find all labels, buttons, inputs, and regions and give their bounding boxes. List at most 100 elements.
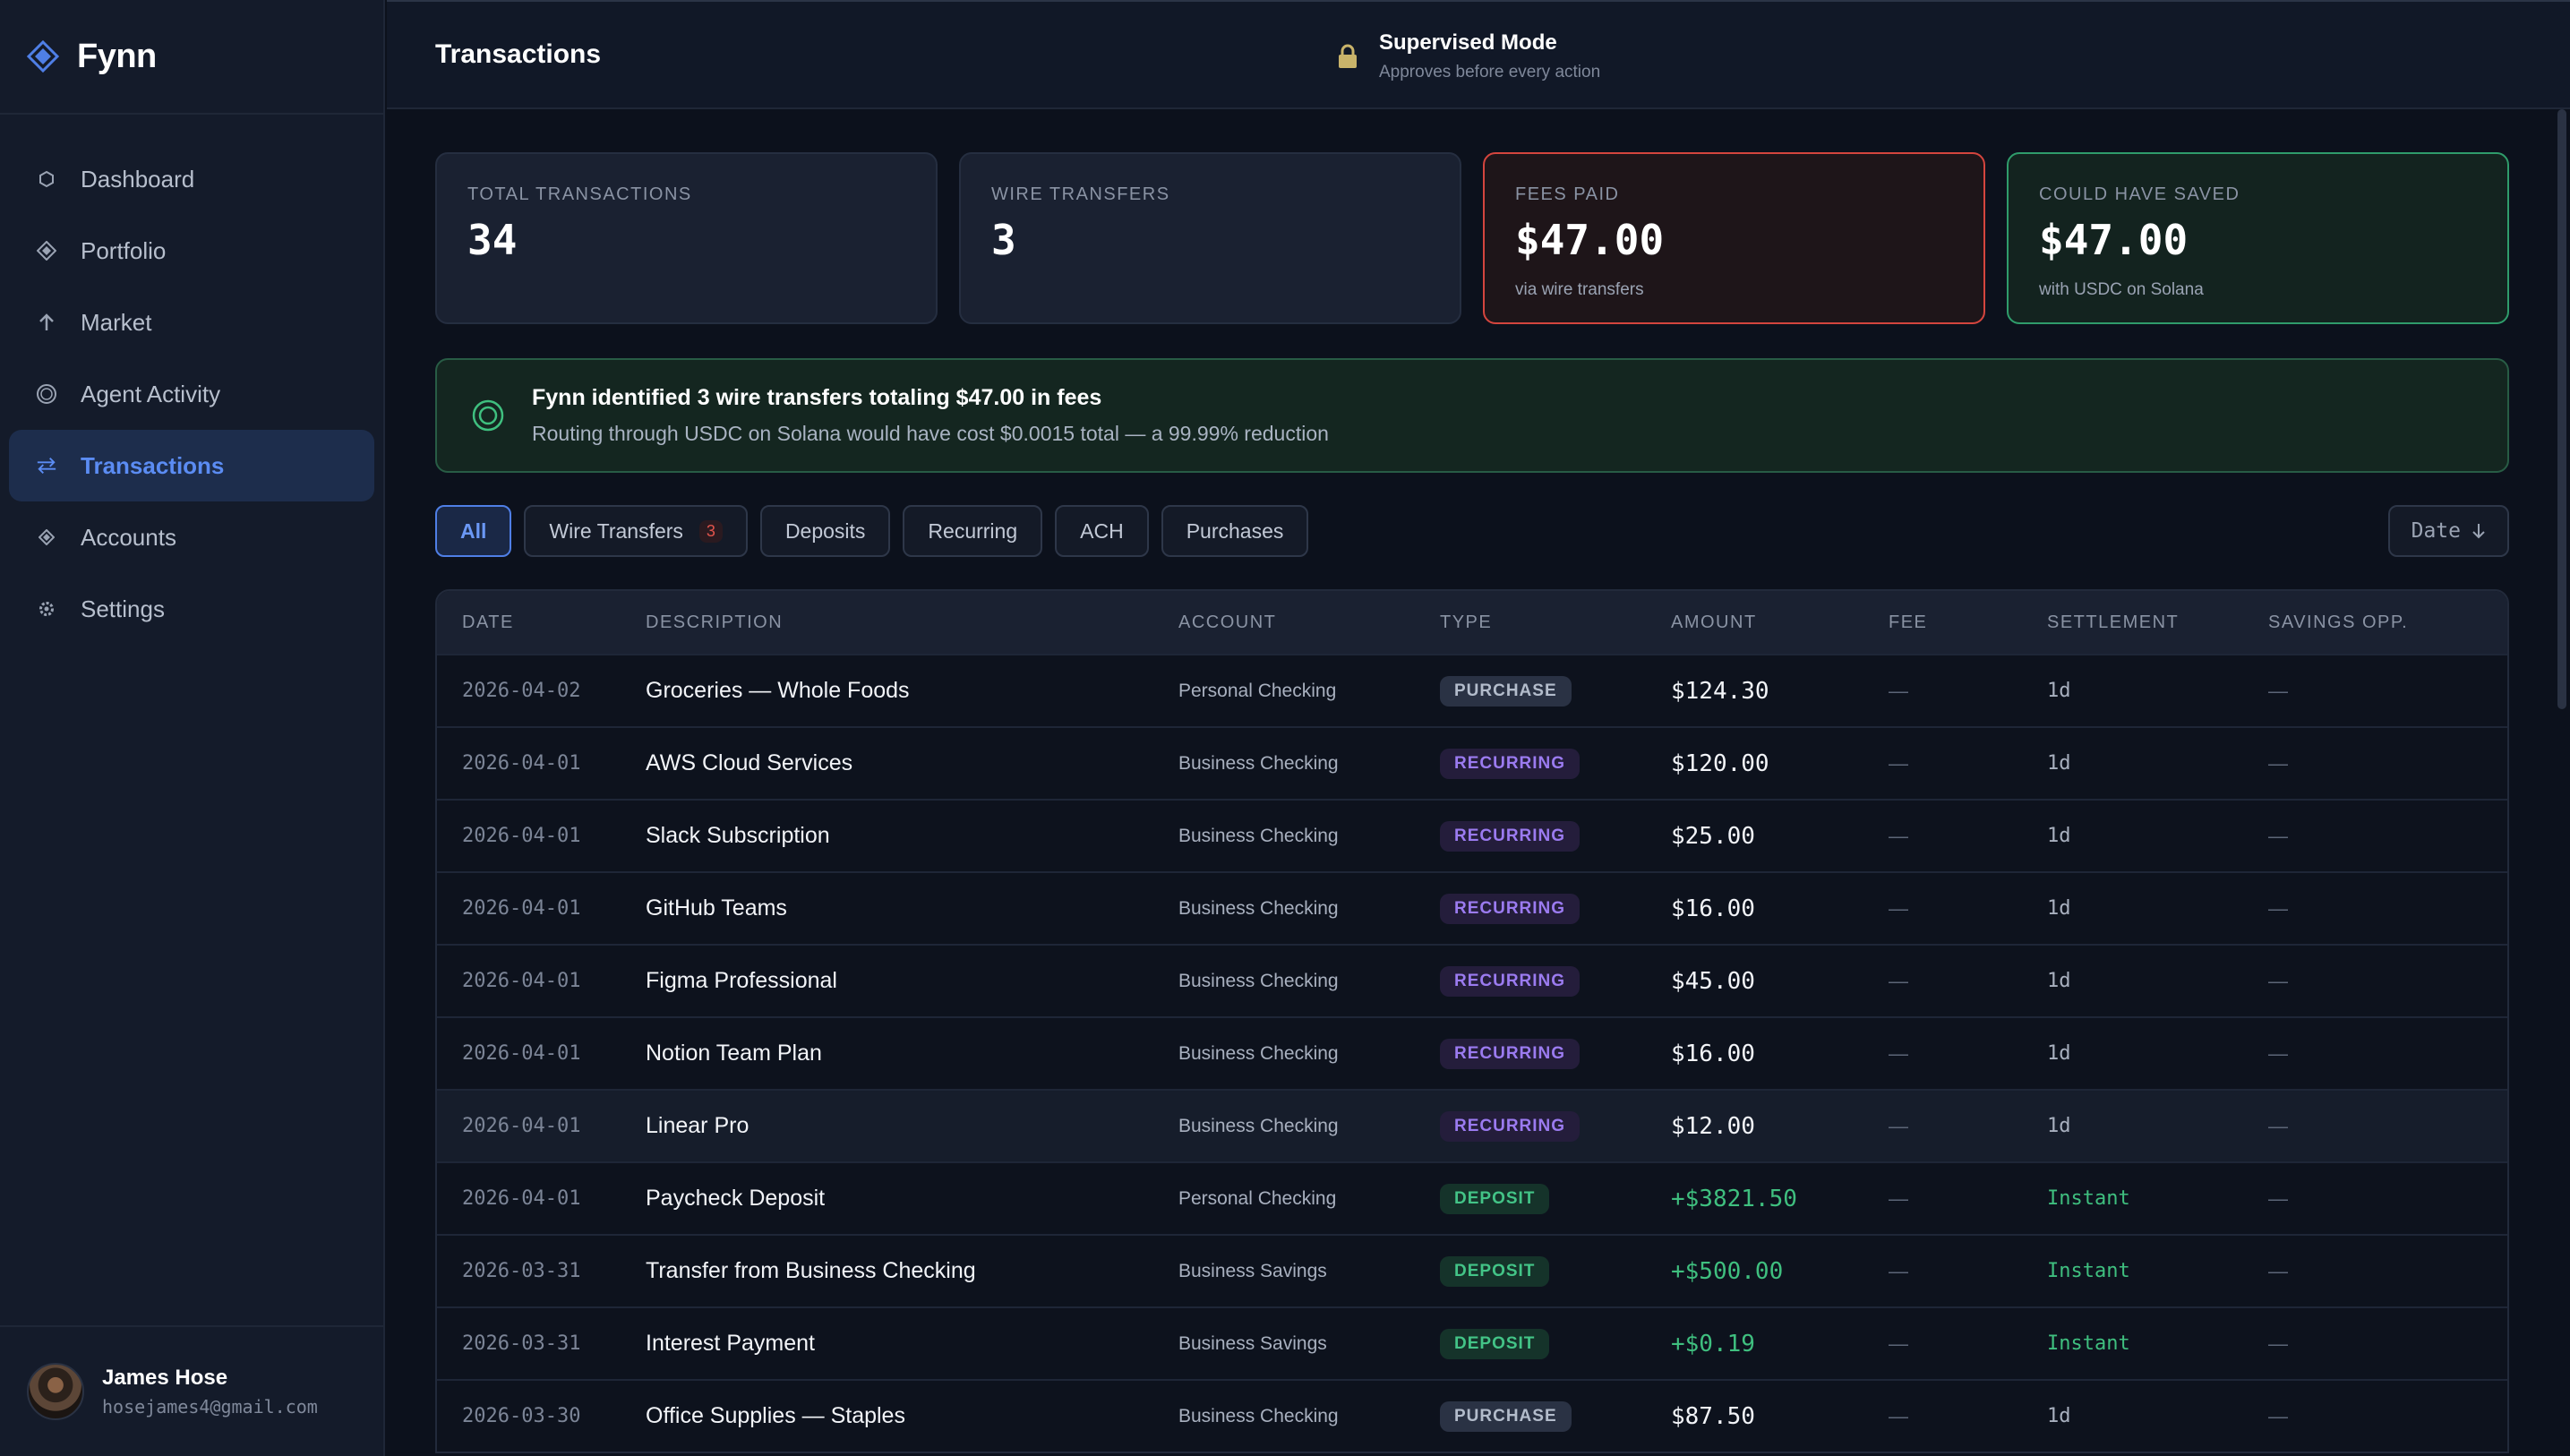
wire-count-badge: 3 xyxy=(698,519,723,543)
cell-account: Business Checking xyxy=(1178,1115,1339,1136)
cell-account: Personal Checking xyxy=(1178,680,1337,701)
table-row[interactable]: 2026-04-01 Linear Pro Business Checking REC… xyxy=(437,1089,2507,1161)
sidebar-item-label: Market xyxy=(81,308,152,336)
sidebar-item-label: Agent Activity xyxy=(81,380,221,407)
sidebar-item-accounts[interactable]: Accounts xyxy=(9,501,374,573)
filter-ach[interactable]: ACH xyxy=(1055,505,1149,557)
table-row[interactable]: 2026-04-01 Slack Subscription Business Che… xyxy=(437,799,2507,871)
cell-description: Transfer from Business Checking xyxy=(646,1258,976,1283)
supervised-mode-indicator[interactable]: Supervised Mode Approves before every ac… xyxy=(1336,30,1600,82)
table-row[interactable]: 2026-04-01 Paycheck Deposit Personal Check… xyxy=(437,1161,2507,1234)
type-badge: DEPOSIT xyxy=(1440,1183,1550,1214)
cell-amount: +$3821.50 xyxy=(1671,1185,1797,1212)
sidebar: Fynn Dashboard Portfolio Market Agent Ac… xyxy=(0,0,385,1456)
user-name: James Hose xyxy=(102,1366,228,1390)
mode-subtitle: Approves before every action xyxy=(1379,63,1601,81)
cell-fee: — xyxy=(1889,896,1908,920)
column-header-amount[interactable]: AMOUNT xyxy=(1671,612,1757,632)
cell-fee: — xyxy=(1889,1259,1908,1282)
user-profile[interactable]: James Hose hosejames4@gmail.com xyxy=(0,1325,383,1456)
filter-label: All xyxy=(460,518,487,543)
cell-amount: +$0.19 xyxy=(1671,1330,1755,1358)
cell-fee: — xyxy=(1889,751,1908,775)
sidebar-item-settings[interactable]: Settings xyxy=(9,573,374,645)
table-row[interactable]: 2026-03-31 Transfer from Business Checkin… xyxy=(437,1234,2507,1306)
user-email: hosejames4@gmail.com xyxy=(102,1396,318,1417)
table-row[interactable]: 2026-04-02 Groceries — Whole Foods Persona… xyxy=(437,654,2507,726)
column-header-description[interactable]: DESCRIPTION xyxy=(646,612,784,632)
column-header-type[interactable]: TYPE xyxy=(1440,612,1493,632)
sidebar-item-transactions[interactable]: Transactions xyxy=(9,430,374,501)
table-row[interactable]: 2026-03-31 Interest Payment Business Savin… xyxy=(437,1306,2507,1379)
table-row[interactable]: 2026-04-01 AWS Cloud Services Business Che… xyxy=(437,726,2507,799)
table-row[interactable]: 2026-04-01 Figma Professional Business Che… xyxy=(437,944,2507,1016)
mode-title: Supervised Mode xyxy=(1379,30,1557,55)
cell-settlement: Instant xyxy=(2047,1187,2130,1210)
filter-deposits[interactable]: Deposits xyxy=(759,505,891,557)
column-header-date[interactable]: DATE xyxy=(462,612,514,632)
filter-label: Deposits xyxy=(784,518,866,543)
cell-savings: — xyxy=(2268,969,2288,992)
type-badge: DEPOSIT xyxy=(1440,1328,1550,1359)
card-total-transactions: TOTAL TRANSACTIONS 34 xyxy=(435,152,938,324)
cell-savings: — xyxy=(2268,1114,2288,1137)
cell-settlement: Instant xyxy=(2047,1260,2130,1282)
page-title: Transactions xyxy=(435,39,602,69)
sort-date-button[interactable]: Date xyxy=(2387,505,2509,557)
filter-purchases[interactable]: Purchases xyxy=(1161,505,1309,557)
table-row[interactable]: 2026-04-01 GitHub Teams Business Checking R… xyxy=(437,871,2507,944)
cell-date: 2026-03-31 xyxy=(462,1260,581,1282)
savings-insight-banner: Fynn identified 3 wire transfers totalin… xyxy=(435,358,2509,473)
brand[interactable]: Fynn xyxy=(0,0,383,115)
cell-fee: — xyxy=(1889,1186,1908,1210)
cell-description: Linear Pro xyxy=(646,1113,750,1138)
card-label: COULD HAVE SAVED xyxy=(2039,184,2240,204)
transactions-table: DATE DESCRIPTION ACCOUNT TYPE AMOUNT FEE… xyxy=(435,589,2509,1453)
type-badge: RECURRING xyxy=(1440,748,1581,779)
sidebar-item-market[interactable]: Market xyxy=(9,287,374,358)
cell-account: Business Checking xyxy=(1178,897,1339,919)
table-body: 2026-04-02 Groceries — Whole Foods Persona… xyxy=(437,654,2507,1452)
table-header: DATE DESCRIPTION ACCOUNT TYPE AMOUNT FEE… xyxy=(437,591,2507,654)
scrollbar[interactable] xyxy=(2557,109,2566,709)
column-header-settlement[interactable]: SETTLEMENT xyxy=(2047,612,2180,632)
avatar xyxy=(27,1363,84,1420)
type-badge: RECURRING xyxy=(1440,965,1581,997)
circle-icon xyxy=(36,383,57,405)
sidebar-item-agent-activity[interactable]: Agent Activity xyxy=(9,358,374,430)
column-header-account[interactable]: ACCOUNT xyxy=(1178,612,1277,632)
cell-description: GitHub Teams xyxy=(646,895,787,921)
cell-amount: $16.00 xyxy=(1671,1040,1755,1067)
cell-date: 2026-03-30 xyxy=(462,1405,581,1427)
sidebar-item-label: Transactions xyxy=(81,451,225,479)
cell-fee: — xyxy=(1889,1041,1908,1065)
cell-date: 2026-04-02 xyxy=(462,680,581,702)
table-row[interactable]: 2026-03-30 Office Supplies — Staples Busin… xyxy=(437,1379,2507,1452)
cell-date: 2026-04-01 xyxy=(462,752,581,775)
cell-savings: — xyxy=(2268,896,2288,920)
type-badge: RECURRING xyxy=(1440,820,1581,852)
sidebar-item-label: Accounts xyxy=(81,523,176,551)
sidebar-item-label: Portfolio xyxy=(81,236,167,264)
filter-bar: All Wire Transfers 3 Deposits Recurring … xyxy=(435,505,2509,557)
cell-amount: $87.50 xyxy=(1671,1402,1755,1430)
filter-recurring[interactable]: Recurring xyxy=(903,505,1043,557)
column-header-savings[interactable]: SAVINGS OPP. xyxy=(2268,612,2409,632)
filter-wire-transfers[interactable]: Wire Transfers 3 xyxy=(524,505,748,557)
sidebar-item-portfolio[interactable]: Portfolio xyxy=(9,215,374,287)
filter-all[interactable]: All xyxy=(435,505,512,557)
cell-settlement: 1d xyxy=(2047,1042,2071,1065)
top-header: Transactions Supervised Mode Approves be… xyxy=(387,0,2570,109)
sidebar-item-dashboard[interactable]: Dashboard xyxy=(9,143,374,215)
column-header-fee[interactable]: FEE xyxy=(1889,612,1928,632)
cell-description: AWS Cloud Services xyxy=(646,750,853,775)
cell-savings: — xyxy=(2268,751,2288,775)
cell-settlement: 1d xyxy=(2047,825,2071,847)
logo-diamond-icon xyxy=(27,40,59,73)
cell-description: Figma Professional xyxy=(646,968,837,993)
cell-amount: $124.30 xyxy=(1671,677,1769,705)
cell-description: Groceries — Whole Foods xyxy=(646,678,910,703)
cell-savings: — xyxy=(2268,1186,2288,1210)
type-badge: PURCHASE xyxy=(1440,675,1572,707)
table-row[interactable]: 2026-04-01 Notion Team Plan Business Check… xyxy=(437,1016,2507,1089)
